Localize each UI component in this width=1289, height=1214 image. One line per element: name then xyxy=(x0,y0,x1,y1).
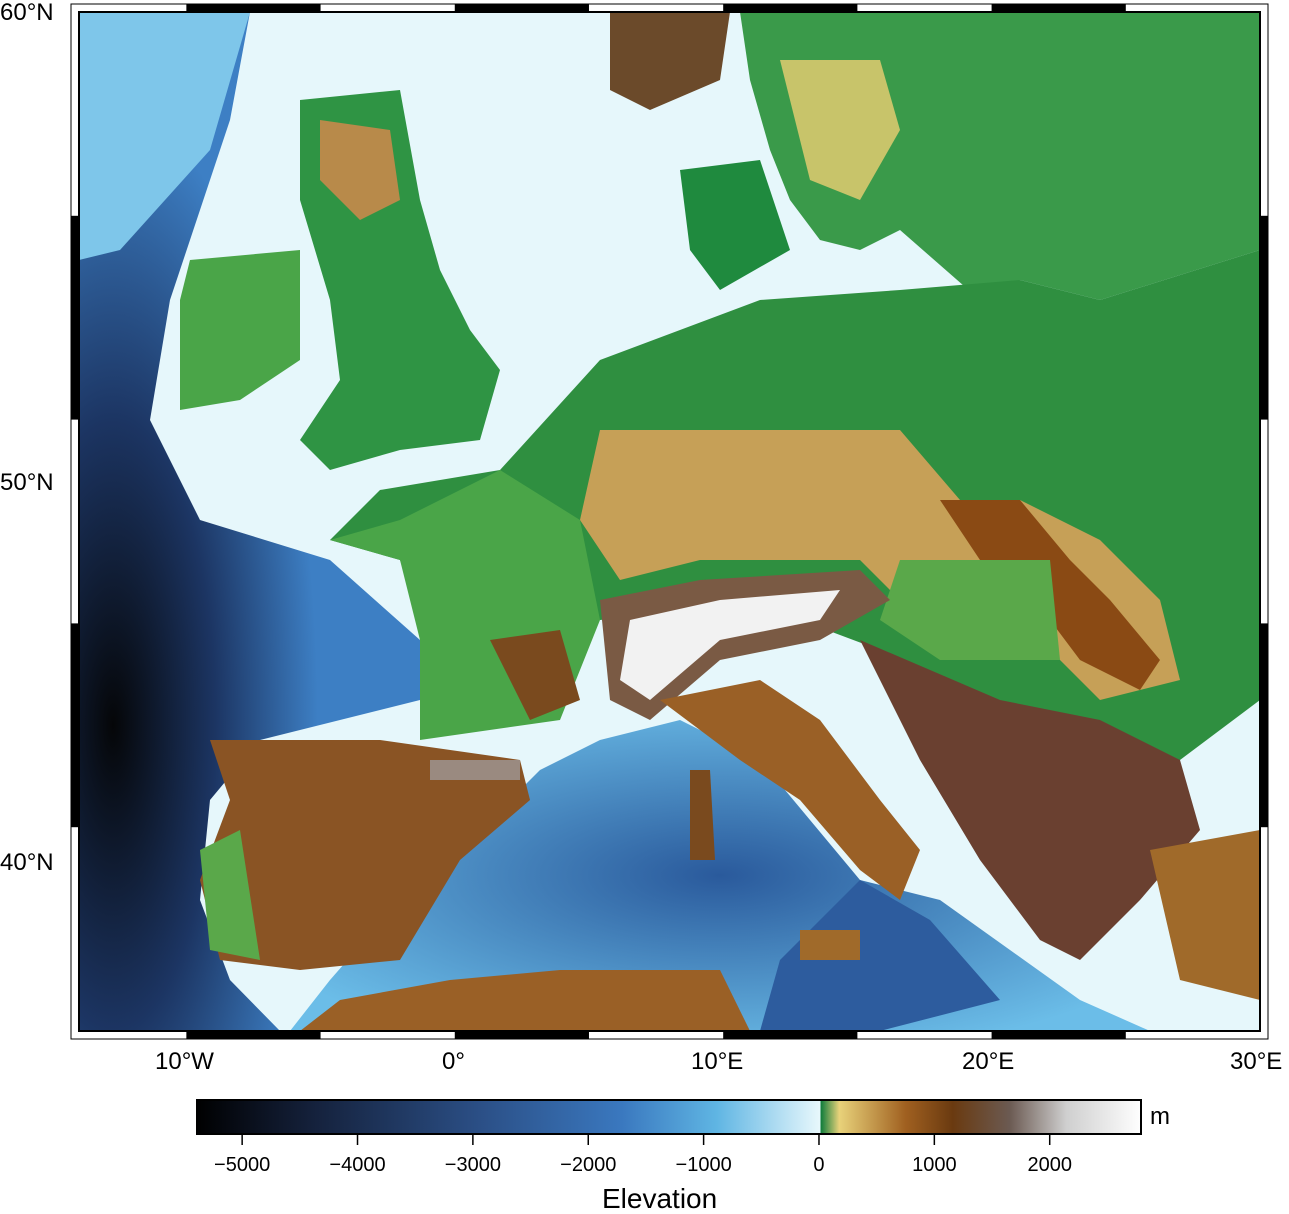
frame-lat-band xyxy=(1260,215,1268,420)
colorbar-tick-label: −3000 xyxy=(444,1154,501,1176)
colorbar-tick-label: −5000 xyxy=(214,1154,271,1176)
frame-lon-band xyxy=(186,1031,321,1039)
alpine-peaks xyxy=(620,590,840,700)
lon-label-10e: 10°E xyxy=(691,1048,744,1075)
frame-lon-band xyxy=(991,4,1126,12)
frame-lon-band xyxy=(454,1031,589,1039)
colorbar-tick-label: −1000 xyxy=(675,1154,732,1176)
massif-central xyxy=(490,630,580,720)
sicily xyxy=(800,930,860,960)
denmark xyxy=(680,160,790,290)
frame-lat-band xyxy=(1260,623,1268,828)
ireland xyxy=(180,250,300,410)
frame-lon-band xyxy=(186,4,321,12)
map-frame-ticks xyxy=(71,4,1268,1039)
colorbar-unit: m xyxy=(1150,1103,1170,1130)
frame-lon-band xyxy=(991,1031,1126,1039)
scottish-highlands xyxy=(320,120,400,220)
colorbar-tick-label: −4000 xyxy=(329,1154,386,1176)
frame-lon-band xyxy=(723,1031,858,1039)
lon-label-20e: 20°E xyxy=(962,1048,1015,1075)
frame-lat-band xyxy=(71,215,79,420)
lat-label-50n: 50°N xyxy=(0,469,54,496)
frame-lon-band xyxy=(454,4,589,12)
relief-layer xyxy=(79,12,1260,1031)
portugal-coast xyxy=(200,830,260,960)
ionian-sea xyxy=(760,880,1000,1031)
lat-label-60n: 60°N xyxy=(0,0,54,26)
iberian-peninsula xyxy=(200,740,530,970)
colorbar xyxy=(196,1099,1142,1135)
frame-lon-band xyxy=(723,4,858,12)
colorbar-gradient xyxy=(196,1099,1142,1135)
anatolia xyxy=(1150,830,1260,1000)
norway-south xyxy=(610,12,730,110)
lat-label-40n: 40°N xyxy=(0,849,54,876)
lon-label-10w: 10°W xyxy=(155,1048,214,1075)
pannonian-basin xyxy=(880,560,1060,660)
pyrenees xyxy=(430,760,520,780)
north-atlantic xyxy=(79,12,250,260)
colorbar-tick-label: 2000 xyxy=(1027,1154,1072,1176)
frame-lat-band xyxy=(71,623,79,828)
lon-label-30e: 30°E xyxy=(1230,1048,1283,1075)
map-border xyxy=(78,11,1261,1032)
corsica-sardinia xyxy=(690,770,715,860)
colorbar-tick-label: −2000 xyxy=(560,1154,617,1176)
sweden-uplands xyxy=(780,60,900,200)
colorbar-tick-label: 0 xyxy=(813,1154,825,1176)
colorbar-tick-label: 1000 xyxy=(912,1154,957,1176)
colorbar-title: Elevation xyxy=(602,1183,718,1214)
lon-label-0: 0° xyxy=(442,1048,465,1075)
map-outer-border xyxy=(70,3,1269,1040)
italy xyxy=(660,680,920,900)
balkans xyxy=(860,640,1200,960)
north-africa xyxy=(300,970,750,1031)
atlantic-ocean xyxy=(79,12,420,1031)
